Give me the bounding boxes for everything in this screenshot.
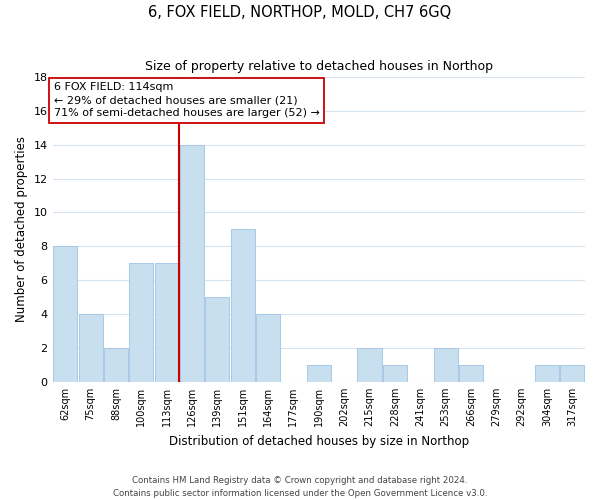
Bar — [53, 246, 77, 382]
Bar — [307, 365, 331, 382]
X-axis label: Distribution of detached houses by size in Northop: Distribution of detached houses by size … — [169, 434, 469, 448]
Bar — [104, 348, 128, 382]
Bar — [256, 314, 280, 382]
Bar — [434, 348, 458, 382]
Bar — [535, 365, 559, 382]
Bar — [79, 314, 103, 382]
Bar — [560, 365, 584, 382]
Bar — [155, 264, 179, 382]
Text: Contains HM Land Registry data © Crown copyright and database right 2024.
Contai: Contains HM Land Registry data © Crown c… — [113, 476, 487, 498]
Text: 6 FOX FIELD: 114sqm
← 29% of detached houses are smaller (21)
71% of semi-detach: 6 FOX FIELD: 114sqm ← 29% of detached ho… — [54, 82, 320, 118]
Bar — [459, 365, 483, 382]
Text: 6, FOX FIELD, NORTHOP, MOLD, CH7 6GQ: 6, FOX FIELD, NORTHOP, MOLD, CH7 6GQ — [148, 5, 452, 20]
Title: Size of property relative to detached houses in Northop: Size of property relative to detached ho… — [145, 60, 493, 73]
Bar — [358, 348, 382, 382]
Bar — [205, 297, 229, 382]
Bar — [129, 264, 154, 382]
Y-axis label: Number of detached properties: Number of detached properties — [15, 136, 28, 322]
Bar — [180, 144, 204, 382]
Bar — [383, 365, 407, 382]
Bar — [230, 230, 255, 382]
